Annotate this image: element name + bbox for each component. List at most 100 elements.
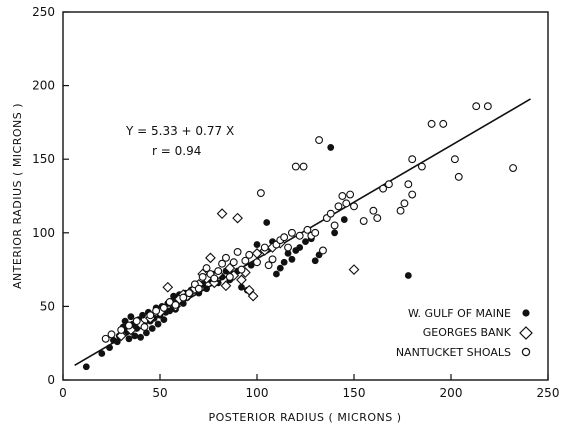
- y-axis: 0 50 100 150 200 250: [32, 5, 69, 387]
- point-nantucket-shoals: [117, 326, 126, 334]
- point-nantucket-shoals: [408, 155, 417, 164]
- point-gulf-of-maine: [98, 350, 106, 357]
- point-nantucket-shoals: [214, 267, 223, 276]
- point-nantucket-shoals: [417, 162, 426, 171]
- point-georges-bank: [251, 248, 263, 259]
- point-nantucket-shoals: [427, 119, 436, 128]
- point-gulf-of-maine: [148, 325, 156, 332]
- y-tick-label: 250: [32, 5, 55, 19]
- point-nantucket-shoals: [369, 206, 378, 215]
- point-nantucket-shoals: [218, 259, 227, 268]
- point-nantucket-shoals: [315, 136, 324, 145]
- point-georges-bank: [220, 280, 232, 292]
- point-nantucket-shoals: [454, 172, 463, 181]
- point-nantucket-shoals: [101, 334, 110, 343]
- series-2: [101, 102, 518, 343]
- point-gulf-of-maine: [302, 238, 309, 246]
- x-tick-label: 100: [246, 386, 269, 400]
- point-nantucket-shoals: [152, 306, 161, 315]
- regression-equation: Y = 5.33 + 0.77 X: [125, 124, 234, 138]
- point-nantucket-shoals: [338, 192, 347, 200]
- point-nantucket-shoals: [408, 190, 417, 199]
- x-axis-title: POSTERIOR RADIUS ( MICRONS ): [208, 411, 401, 424]
- legend: W. GULF OF MAINE GEORGES BANK NANTUCKET …: [396, 307, 533, 359]
- point-gulf-of-maine: [331, 229, 338, 237]
- point-nantucket-shoals: [185, 289, 194, 298]
- point-nantucket-shoals: [472, 102, 481, 111]
- point-nantucket-shoals: [346, 190, 355, 199]
- point-nantucket-shoals: [359, 217, 368, 225]
- point-gulf-of-maine: [131, 332, 139, 340]
- point-nantucket-shoals: [379, 184, 388, 193]
- y-tick-label: 100: [32, 226, 55, 240]
- point-nantucket-shoals: [342, 199, 351, 208]
- point-gulf-of-maine: [340, 216, 348, 223]
- point-nantucket-shoals: [319, 246, 327, 255]
- point-nantucket-shoals: [334, 202, 343, 211]
- point-nantucket-shoals: [299, 162, 308, 171]
- y-tick-label: 200: [32, 79, 55, 93]
- point-nantucket-shoals: [194, 284, 203, 293]
- point-nantucket-shoals: [373, 214, 382, 223]
- point-gulf-of-maine: [311, 257, 319, 265]
- point-nantucket-shoals: [400, 199, 409, 208]
- point-gulf-of-maine: [280, 258, 288, 266]
- point-nantucket-shoals: [450, 155, 459, 164]
- point-gulf-of-maine: [288, 255, 296, 263]
- point-gulf-of-maine: [296, 244, 304, 251]
- point-nantucket-shoals: [146, 311, 155, 320]
- point-nantucket-shoals: [284, 243, 292, 252]
- point-nantucket-shoals: [237, 265, 246, 274]
- point-nantucket-shoals: [264, 261, 273, 270]
- point-nantucket-shoals: [256, 189, 265, 198]
- point-nantucket-shoals: [225, 273, 234, 281]
- point-georges-bank: [208, 277, 220, 289]
- x-axis: 0 50 100 150 200 250: [59, 374, 559, 400]
- point-gulf-of-maine: [263, 219, 271, 226]
- point-gulf-of-maine: [327, 144, 335, 151]
- legend-label-georges-bank: GEORGES BANK: [423, 326, 512, 339]
- x-tick-label: 200: [440, 386, 463, 400]
- point-georges-bank: [205, 252, 216, 264]
- point-gulf-of-maine: [137, 333, 145, 341]
- point-gulf-of-maine: [203, 285, 210, 293]
- point-gulf-of-maine: [253, 241, 261, 248]
- point-nantucket-shoals: [295, 231, 304, 240]
- point-nantucket-shoals: [210, 274, 219, 283]
- point-georges-bank: [162, 281, 174, 293]
- x-tick-label: 150: [343, 386, 366, 400]
- legend-label-nantucket-shoals: NANTUCKET SHOALS: [396, 346, 511, 359]
- point-georges-bank: [236, 274, 247, 286]
- point-nantucket-shoals: [159, 303, 168, 312]
- point-nantucket-shoals: [291, 162, 300, 171]
- point-georges-bank: [115, 330, 127, 342]
- point-nantucket-shoals: [326, 209, 335, 218]
- point-nantucket-shoals: [140, 323, 149, 331]
- point-nantucket-shoals: [241, 256, 250, 265]
- y-tick-label: 50: [40, 299, 55, 313]
- point-nantucket-shoals: [350, 202, 358, 211]
- point-georges-bank: [247, 290, 259, 302]
- point-gulf-of-maine: [154, 320, 162, 328]
- y-tick-label: 150: [32, 152, 55, 166]
- point-nantucket-shoals: [253, 258, 261, 267]
- point-gulf-of-maine: [273, 270, 280, 278]
- point-gulf-of-maine: [143, 329, 150, 337]
- point-gulf-of-maine: [125, 335, 133, 343]
- point-nantucket-shoals: [396, 206, 405, 215]
- point-nantucket-shoals: [132, 317, 141, 326]
- point-nantucket-shoals: [222, 253, 230, 262]
- plot-frame: [62, 11, 549, 381]
- point-gulf-of-maine: [113, 338, 121, 346]
- point-georges-bank: [348, 264, 360, 275]
- point-nantucket-shoals: [233, 247, 242, 256]
- point-gulf-of-maine: [166, 307, 174, 315]
- point-gulf-of-maine: [139, 311, 146, 319]
- point-gulf-of-maine: [238, 283, 245, 291]
- point-nantucket-shoals: [439, 119, 448, 128]
- point-nantucket-shoals: [268, 255, 277, 264]
- point-nantucket-shoals: [384, 180, 393, 189]
- point-nantucket-shoals: [311, 228, 320, 237]
- x-tick-label: 0: [59, 386, 67, 400]
- point-gulf-of-maine: [276, 264, 284, 272]
